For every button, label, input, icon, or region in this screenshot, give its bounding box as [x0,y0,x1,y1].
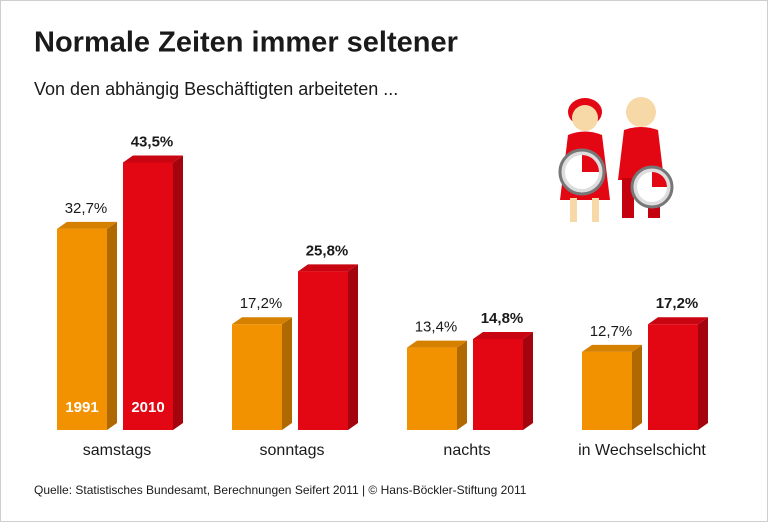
bar-top [57,221,117,229]
value-label: 17,2% [240,295,283,312]
bar [582,351,632,430]
bar-top [648,317,708,325]
bar [648,324,698,430]
legend-label: 1991 [65,399,98,416]
bar [407,347,457,430]
bar-side [457,340,467,430]
x-tick-label: sonntags [260,442,325,459]
value-label: 25,8% [306,242,349,259]
x-tick-label: nachts [443,442,490,459]
bar-side [107,221,117,430]
bar-side [698,317,708,430]
bar [232,324,282,430]
bar-top [298,264,358,272]
bar [57,228,107,430]
bar-top [232,317,292,325]
legend-label: 2010 [131,399,164,416]
value-label: 17,2% [656,295,699,312]
value-label: 13,4% [415,319,458,336]
bar [298,271,348,430]
value-label: 32,7% [65,200,108,217]
bar [123,162,173,430]
x-tick-label: in Wechselschicht [578,442,706,459]
bar-top [473,331,533,339]
bar-top [123,155,183,163]
bar-side [282,317,292,430]
bar-side [523,331,533,430]
bar-top [407,340,467,348]
bar-side [173,155,183,430]
chart-subtitle: Von den abhängig Beschäftigten arbeitete… [34,79,398,99]
bar-side [348,264,358,430]
x-tick-label: samstags [83,442,151,459]
value-label: 43,5% [131,133,174,150]
chart-title: Normale Zeiten immer seltener [34,27,458,59]
value-label: 14,8% [481,310,524,327]
bar [473,338,523,430]
source-note: Quelle: Statistisches Bundesamt, Berechn… [34,483,527,497]
bar-top [582,344,642,352]
illustration [558,97,674,222]
bar-side [632,344,642,430]
value-label: 12,7% [590,323,633,340]
